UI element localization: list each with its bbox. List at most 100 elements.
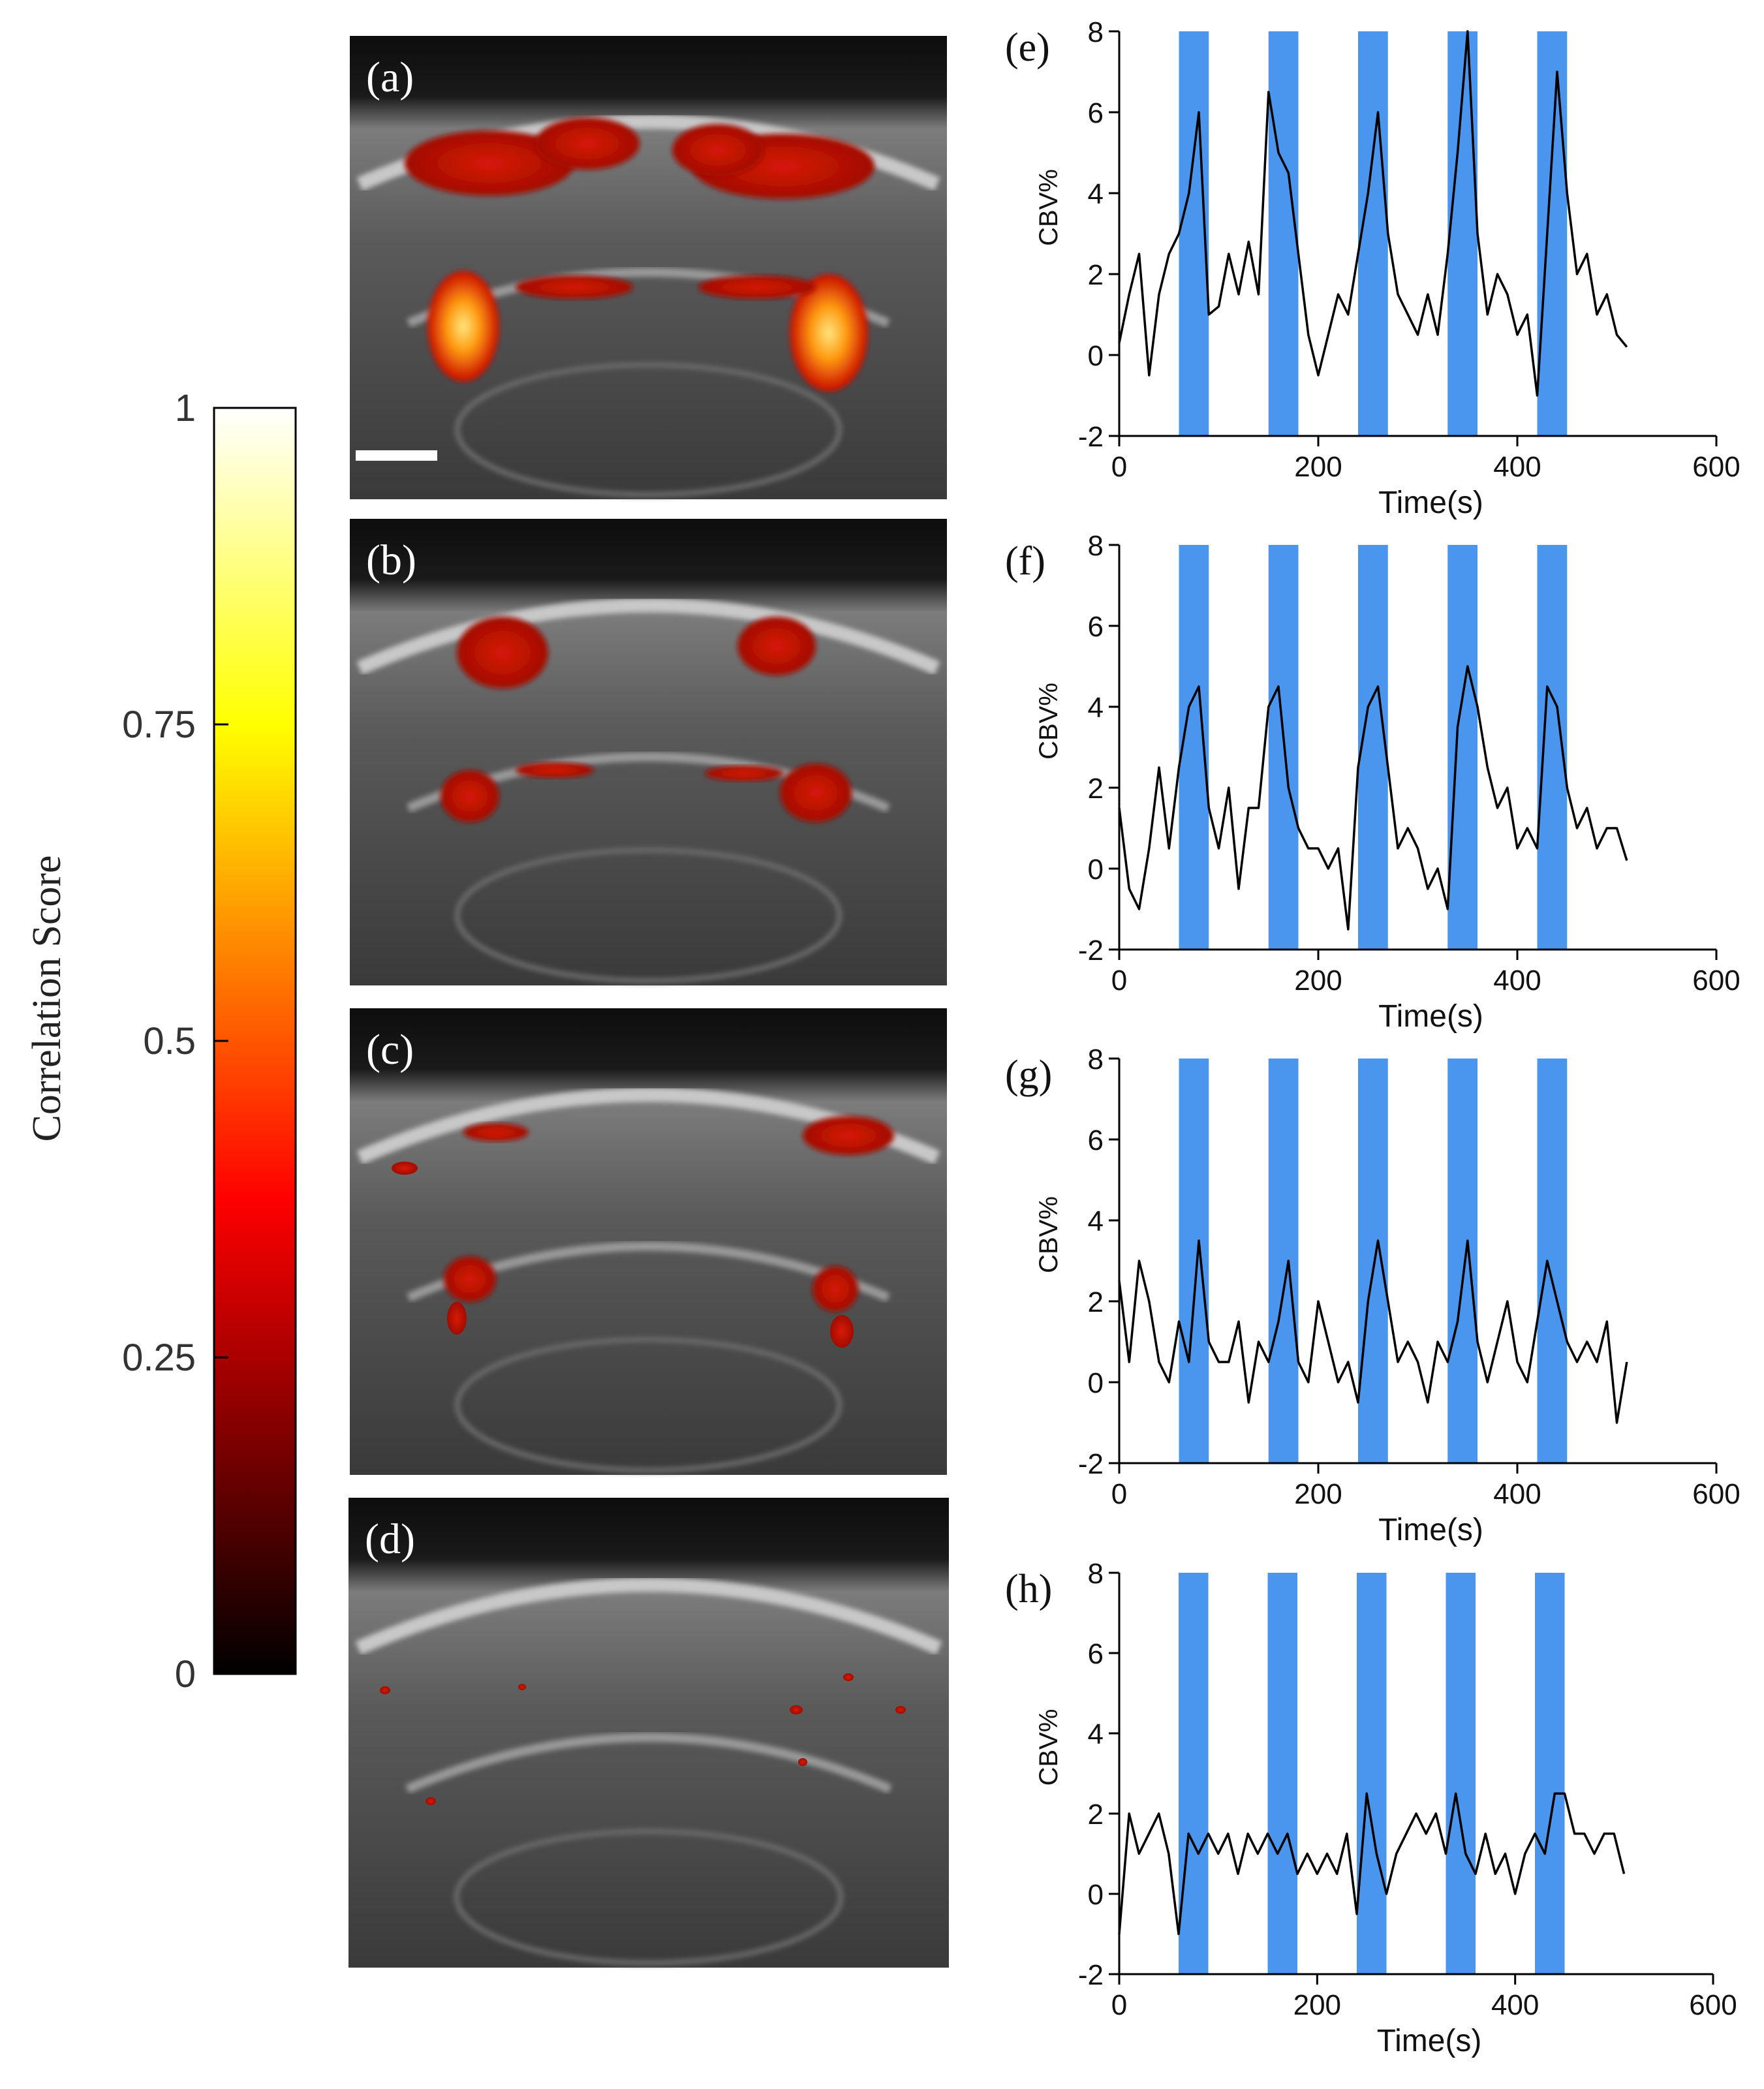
x-tick-label: 0: [1111, 1478, 1127, 1510]
x-tick-label: 200: [1294, 451, 1342, 483]
y-tick-label: 8: [1088, 1558, 1104, 1590]
activation-blob: [392, 1162, 418, 1175]
activation-blob: [518, 1684, 526, 1690]
brain-panel-a: (a): [350, 36, 947, 499]
stimulus-block: [1268, 1059, 1299, 1463]
y-axis-label: CBV%: [1034, 169, 1063, 246]
panel-label: (b): [366, 536, 416, 584]
x-tick-label: 200: [1294, 1478, 1342, 1510]
x-tick-label: 600: [1692, 1478, 1740, 1510]
colorbar-tick-label: 0.25: [122, 1337, 196, 1379]
activation-blob: [426, 1797, 436, 1805]
y-tick-label: 2: [1088, 773, 1104, 805]
activation-blob: [705, 766, 783, 781]
brain-panel-c: (c): [350, 1008, 947, 1475]
y-tick-label: 2: [1088, 1286, 1104, 1318]
activation-blob: [790, 1705, 803, 1714]
cbv-series-line: [1118, 1792, 1626, 1936]
panel-label: (e): [1005, 25, 1050, 70]
colorbar-tick-label: 0: [175, 1653, 196, 1695]
colorbar-label: Correlation Score: [25, 855, 69, 1141]
activation-blob: [427, 271, 499, 382]
brain-panel-d: (d): [348, 1498, 949, 1968]
y-tick-label: 6: [1088, 611, 1104, 643]
x-tick-label: 0: [1111, 965, 1127, 997]
stimulus-block: [1267, 1573, 1297, 1974]
stimulus-block: [1537, 1059, 1568, 1463]
y-tick-label: -2: [1078, 1959, 1104, 1991]
activation-blob: [447, 1302, 467, 1335]
x-tick-label: 600: [1689, 1989, 1737, 2021]
y-tick-label: 6: [1088, 97, 1104, 129]
x-tick-label: 400: [1493, 1478, 1541, 1510]
stimulus-block: [1447, 1059, 1478, 1463]
activation-blob: [843, 1673, 854, 1681]
activation-blob: [780, 764, 852, 822]
y-tick-label: 8: [1088, 1044, 1104, 1075]
activation-blob: [380, 1686, 390, 1694]
stimulus-block: [1179, 1059, 1209, 1463]
y-tick-label: 0: [1088, 1367, 1104, 1399]
stimulus-block: [1535, 1573, 1565, 1974]
y-tick-label: 0: [1088, 1879, 1104, 1911]
x-tick-label: 200: [1294, 965, 1342, 997]
brain-ventral-structure: [454, 847, 843, 983]
activation-blob: [698, 275, 816, 299]
activation-blob: [516, 762, 594, 778]
x-tick-label: 400: [1491, 1989, 1539, 2021]
brain-ventral-structure: [454, 362, 843, 497]
cbv-series-line: [1118, 665, 1628, 931]
panel-label: (c): [366, 1026, 414, 1074]
colorbar-tick-label: 0.75: [122, 704, 196, 746]
activation-blob: [405, 131, 574, 196]
activation-blob: [441, 770, 499, 822]
y-tick-label: 2: [1088, 1799, 1104, 1831]
stimulus-block: [1446, 1573, 1476, 1974]
activation-blob: [798, 1758, 807, 1766]
activation-blob: [790, 274, 868, 392]
stimulus-block: [1179, 1573, 1209, 1974]
cbv-series-line: [1118, 30, 1628, 397]
x-tick-label: 600: [1692, 965, 1740, 997]
y-axis-label: CBV%: [1034, 683, 1063, 760]
stimulus-block: [1358, 545, 1388, 950]
x-tick-label: 400: [1493, 965, 1541, 997]
activation-blob: [463, 1123, 529, 1141]
activation-blob: [803, 1116, 894, 1155]
brain-panel-b: (b): [350, 519, 947, 985]
panel-label: (f): [1005, 539, 1045, 583]
y-tick-label: 6: [1088, 1124, 1104, 1156]
stimulus-block: [1358, 1059, 1388, 1463]
y-tick-label: 4: [1088, 1718, 1104, 1750]
scale-bar: [356, 450, 437, 461]
y-tick-label: -2: [1078, 935, 1104, 967]
activation-blob: [444, 1256, 496, 1302]
stimulus-block: [1358, 31, 1388, 436]
brain-panels: (a) (b) (c) (d): [348, 36, 949, 1968]
activation-blob: [830, 1315, 854, 1348]
y-tick-label: 8: [1088, 530, 1104, 562]
y-tick-label: 6: [1088, 1638, 1104, 1670]
y-axis-label: CBV%: [1034, 1196, 1063, 1273]
stimulus-block: [1537, 31, 1568, 436]
activation-blob: [535, 117, 640, 170]
x-tick-label: 0: [1111, 1989, 1127, 2021]
y-tick-label: 4: [1088, 692, 1104, 724]
activation-blob: [737, 617, 816, 675]
panel-label: (h): [1005, 1567, 1052, 1611]
x-tick-label: 200: [1293, 1989, 1341, 2021]
y-tick-label: 0: [1088, 854, 1104, 886]
y-tick-label: 8: [1088, 16, 1104, 48]
activation-blob: [812, 1266, 858, 1312]
y-tick-label: 4: [1088, 178, 1104, 210]
y-tick-label: 2: [1088, 259, 1104, 291]
brain-ventral-structure: [454, 1829, 844, 1966]
y-tick-label: 4: [1088, 1205, 1104, 1237]
activation-blob: [672, 124, 764, 176]
stimulus-block: [1357, 1573, 1387, 1974]
y-tick-label: -2: [1078, 421, 1104, 453]
